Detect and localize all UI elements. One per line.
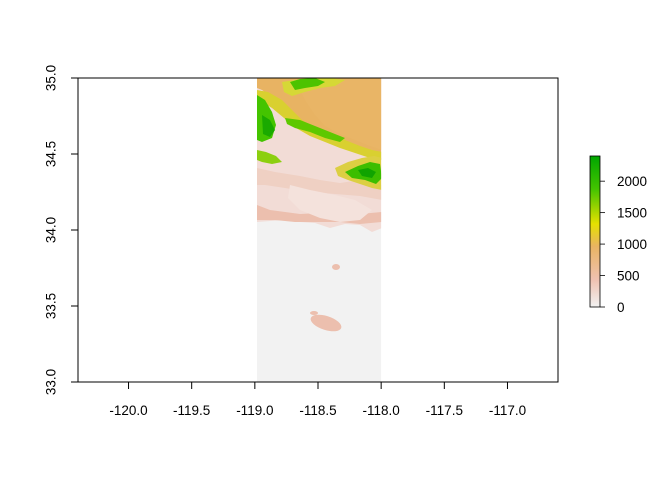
- peak-green-4: [285, 118, 345, 142]
- x-tick-label: -118.5: [299, 403, 336, 418]
- ridge-green-band: [257, 150, 282, 164]
- y-tick-label: 34.5: [44, 141, 59, 167]
- peak-green-6: [358, 168, 376, 178]
- peak-green-3: [290, 78, 325, 90]
- x-tick-label: -120.0: [109, 403, 147, 418]
- x-tick-label: -119.0: [236, 403, 273, 418]
- peak-green-2: [262, 115, 275, 137]
- legend-ticks: 0 500 1000 1500 2000: [600, 174, 647, 315]
- x-tick-label: -117.5: [426, 403, 463, 418]
- legend-tick-label: 1000: [617, 237, 647, 252]
- color-legend: 0 500 1000 1500 2000: [589, 155, 647, 315]
- ridge-yellow-1: [257, 90, 382, 160]
- legend-tick-label: 0: [617, 300, 625, 315]
- legend-tick-label: 500: [617, 269, 640, 284]
- y-tick-label: 33.5: [44, 293, 59, 319]
- foothill-band-2: [257, 168, 382, 200]
- y-tick-label: 35.0: [44, 65, 59, 91]
- legend-tick-label: 2000: [617, 174, 647, 189]
- legend-color-bar: [589, 155, 601, 308]
- valley-basin: [288, 185, 372, 222]
- legend-tick-label: 1500: [617, 206, 647, 221]
- plateau-upper: [300, 78, 382, 150]
- island-santa-barbara: [332, 264, 340, 270]
- x-axis: -120.0 -119.5 -119.0 -118.5 -118.0 -117.5 -117…: [109, 381, 526, 418]
- y-tick-label: 33.0: [44, 369, 59, 395]
- elevation-raster: [257, 78, 382, 382]
- y-tick-label: 34.0: [44, 217, 59, 243]
- island-small: [310, 311, 318, 315]
- y-axis: 33.0 33.5 34.0 34.5 35.0: [44, 65, 79, 395]
- x-tick-label: -119.5: [173, 403, 210, 418]
- island-catalina: [310, 314, 342, 332]
- x-tick-label: -118.0: [363, 403, 400, 418]
- x-tick-label: -117.0: [489, 403, 526, 418]
